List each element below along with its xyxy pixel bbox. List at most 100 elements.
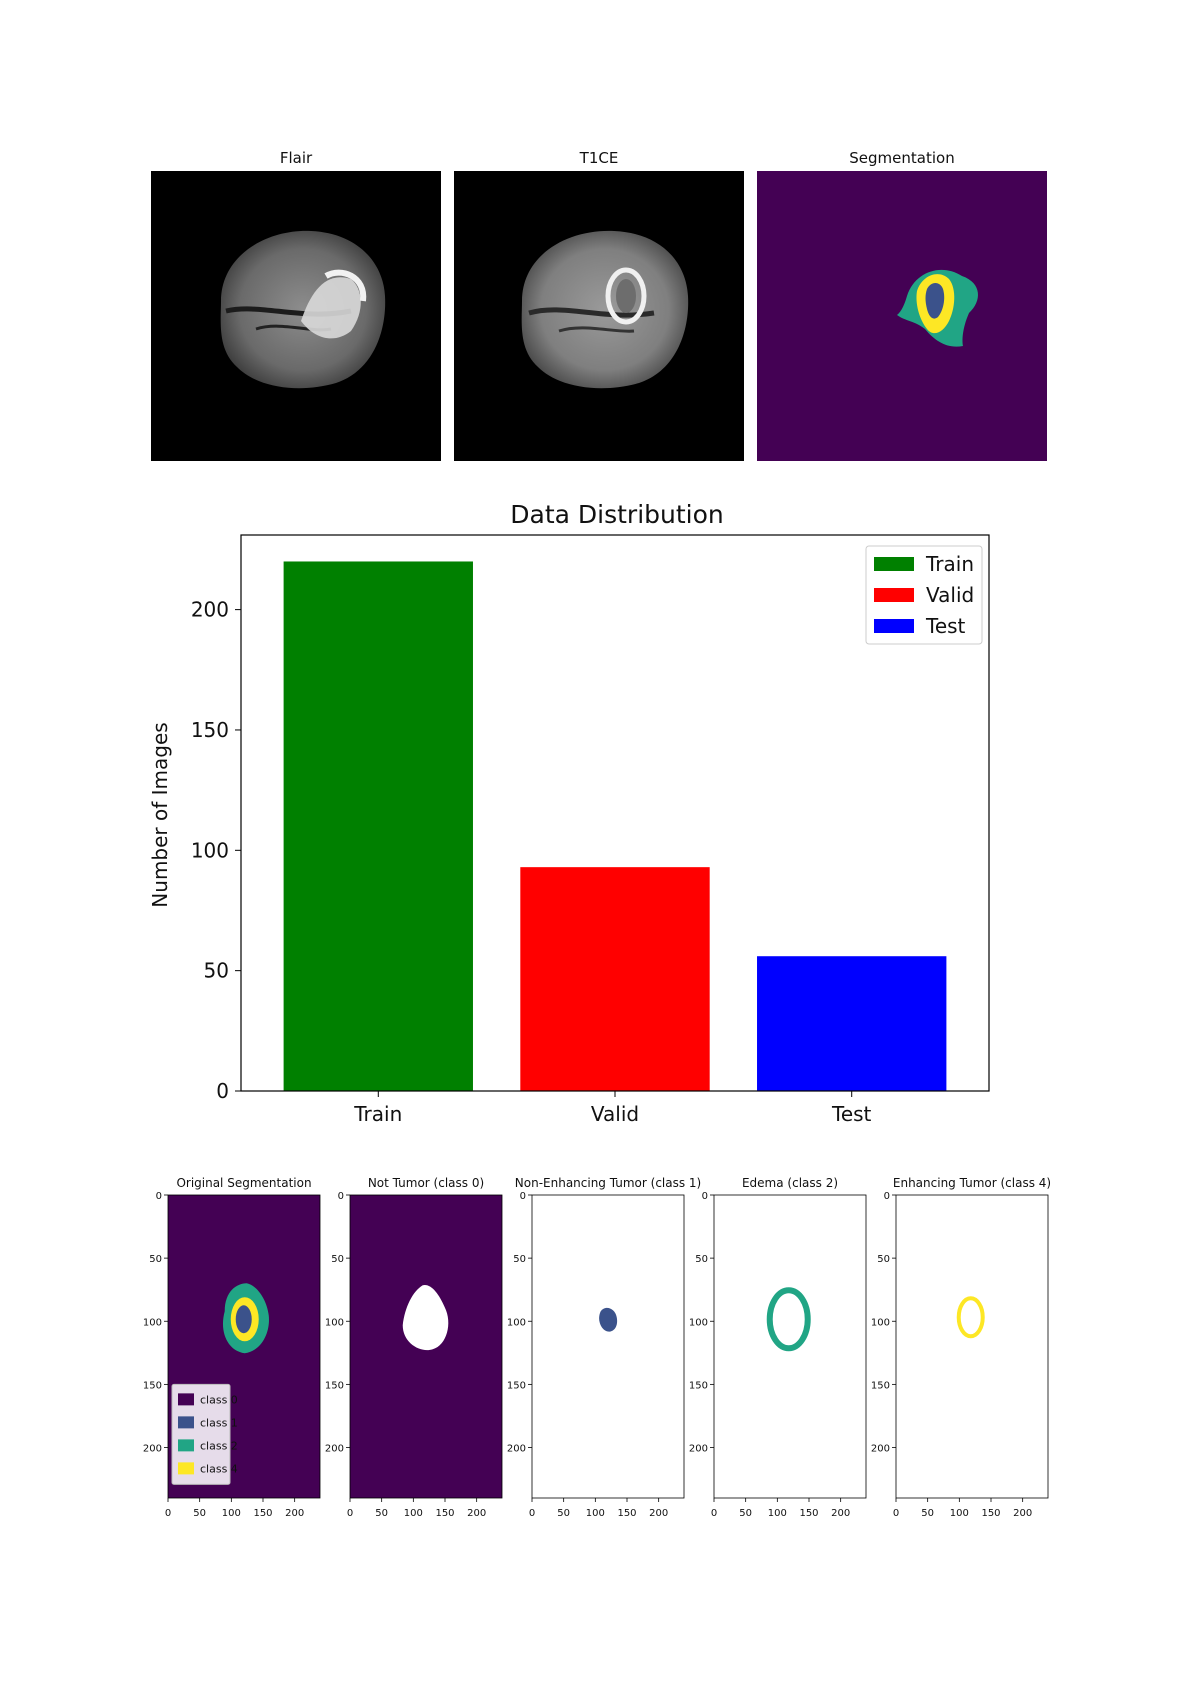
- seg-legend-label: class 0: [200, 1393, 238, 1406]
- seg-y-tick-label: 150: [689, 1380, 708, 1391]
- seg-x-tick-label: 0: [711, 1508, 717, 1519]
- legend-swatch-train: [874, 557, 914, 571]
- seg-y-tick-label: 150: [143, 1380, 162, 1391]
- seg-panel: Enhancing Tumor (class 4)0 50 100 150 200050…: [871, 1176, 1051, 1519]
- seg-y-tick-label: 200: [689, 1444, 708, 1455]
- y-tick-label: 200: [191, 598, 229, 622]
- seg-panel-title: Edema (class 2): [742, 1176, 838, 1190]
- seg-x-tick-label: 150: [253, 1508, 272, 1519]
- non-enhancing-region: [235, 1305, 252, 1334]
- seg-legend-label: class 2: [200, 1439, 238, 1452]
- legend: Train Valid Test: [865, 545, 983, 645]
- seg-x-tick-label: 0: [893, 1508, 899, 1519]
- plot-frame: [240, 534, 990, 1092]
- seg-y-tick-label: 50: [149, 1254, 162, 1265]
- seg-y-tick-label: 200: [871, 1444, 890, 1455]
- x-tick-label: Test: [831, 1102, 872, 1126]
- seg-x-tick-label: 100: [222, 1508, 241, 1519]
- seg-panel-title: Not Tumor (class 0): [368, 1176, 484, 1190]
- seg-y-tick-label: 50: [695, 1254, 708, 1265]
- seg-y-tick-label: 50: [331, 1254, 344, 1265]
- seg-y-tick-label: 100: [689, 1317, 708, 1328]
- flair-title: Flair: [279, 149, 313, 167]
- bar-test: [757, 956, 947, 1091]
- seg-panel: Non-Enhancing Tumor (class 1)0 50 100 150 20…: [507, 1176, 701, 1519]
- chart-title: Data Distribution: [510, 500, 724, 529]
- seg-x-tick-label: 150: [435, 1508, 454, 1519]
- seg-panel-title: Enhancing Tumor (class 4): [893, 1176, 1051, 1190]
- seg-x-tick-label: 50: [739, 1508, 752, 1519]
- seg-y-tick-label: 0: [156, 1191, 162, 1202]
- seg-x-tick-label: 200: [467, 1508, 486, 1519]
- y-tick-label: 0: [216, 1079, 229, 1103]
- seg-y-tick-label: 0: [520, 1191, 526, 1202]
- segmentation-title: Segmentation: [849, 149, 955, 167]
- seg-panel: Not Tumor (class 0) 0 50 100 150 200 0 50 100 150…: [325, 1176, 503, 1519]
- seg-legend-swatch: [178, 1393, 194, 1406]
- seg-x-tick-label: 100: [950, 1508, 969, 1519]
- legend-label: Train: [925, 552, 974, 576]
- legend-swatch-valid: [874, 588, 914, 602]
- bar-train: [283, 561, 473, 1091]
- t1ce-image: [454, 171, 744, 461]
- seg-legend-swatch: [178, 1462, 194, 1475]
- seg-x-tick-label: 50: [557, 1508, 570, 1519]
- seg-legend-swatch: [178, 1416, 194, 1429]
- seg-y-tick-label: 100: [325, 1317, 344, 1328]
- legend-label: Test: [925, 614, 966, 638]
- enhancing-mask: [956, 1296, 985, 1339]
- data-distribution-chart: Data Distribution Number of Images Train…: [148, 500, 990, 1126]
- seg-x-tick-label: 50: [193, 1508, 206, 1519]
- y-tick-label: 100: [191, 838, 229, 862]
- seg-panel: Edema (class 2) 0 50 100 150 200 0 50 100 150 200: [689, 1176, 867, 1519]
- y-axis-label: Number of Images: [148, 722, 172, 907]
- seg-x-tick-label: 50: [921, 1508, 934, 1519]
- seg-x-tick-label: 150: [617, 1508, 636, 1519]
- seg-legend-box: [171, 1383, 231, 1485]
- x-tick-label: Train: [353, 1102, 402, 1126]
- seg-panel: Original Segmentation class 0 class 1 class…: [143, 1176, 321, 1519]
- seg-y-tick-label: 0: [338, 1191, 344, 1202]
- legend-label: Valid: [926, 583, 974, 607]
- seg-x-tick-label: 200: [1013, 1508, 1032, 1519]
- seg-panel-frame: [531, 1194, 685, 1499]
- seg-y-tick-label: 100: [507, 1317, 526, 1328]
- seg-x-tick-label: 100: [768, 1508, 787, 1519]
- seg-x-tick-label: 200: [649, 1508, 668, 1519]
- seg-y-tick-label: 100: [871, 1317, 890, 1328]
- non-enhancing-mask: [599, 1307, 618, 1332]
- seg-y-tick-label: 150: [507, 1380, 526, 1391]
- edema-mask: [766, 1287, 811, 1352]
- seg-x-tick-label: 0: [347, 1508, 353, 1519]
- seg-y-tick-label: 50: [513, 1254, 526, 1265]
- legend-swatch-test: [874, 619, 914, 633]
- seg-panel-title: Original Segmentation: [176, 1176, 311, 1190]
- seg-y-tick-label: 50: [877, 1254, 890, 1265]
- seg-x-tick-label: 150: [799, 1508, 818, 1519]
- segmentation-classes-figure: Original Segmentation class 0 class 1 class…: [143, 1176, 1051, 1519]
- seg-y-tick-label: 200: [507, 1444, 526, 1455]
- flair-image: [151, 171, 441, 461]
- seg-y-tick-label: 100: [143, 1317, 162, 1328]
- seg-x-tick-label: 0: [165, 1508, 171, 1519]
- seg-y-tick-label: 200: [143, 1444, 162, 1455]
- segmentation-image: [757, 171, 1047, 461]
- seg-x-tick-label: 150: [981, 1508, 1000, 1519]
- seg-x-tick-label: 100: [404, 1508, 423, 1519]
- seg-y-tick-label: 150: [871, 1380, 890, 1391]
- y-tick-label: 150: [191, 718, 229, 742]
- seg-y-tick-label: 200: [325, 1444, 344, 1455]
- seg-x-tick-label: 200: [285, 1508, 304, 1519]
- seg-x-tick-label: 0: [529, 1508, 535, 1519]
- tumor-mask: [402, 1284, 449, 1351]
- seg-y-tick-label: 150: [325, 1380, 344, 1391]
- seg-x-tick-label: 100: [586, 1508, 605, 1519]
- seg-y-tick-label: 0: [702, 1191, 708, 1202]
- seg-legend-swatch: [178, 1439, 194, 1452]
- seg-panel-title: Non-Enhancing Tumor (class 1): [515, 1176, 701, 1190]
- seg-legend-label: class 4: [200, 1462, 238, 1475]
- seg-x-tick-label: 200: [831, 1508, 850, 1519]
- t1ce-title: T1CE: [579, 149, 619, 167]
- y-tick-label: 50: [204, 959, 229, 983]
- x-tick-label: Valid: [591, 1102, 639, 1126]
